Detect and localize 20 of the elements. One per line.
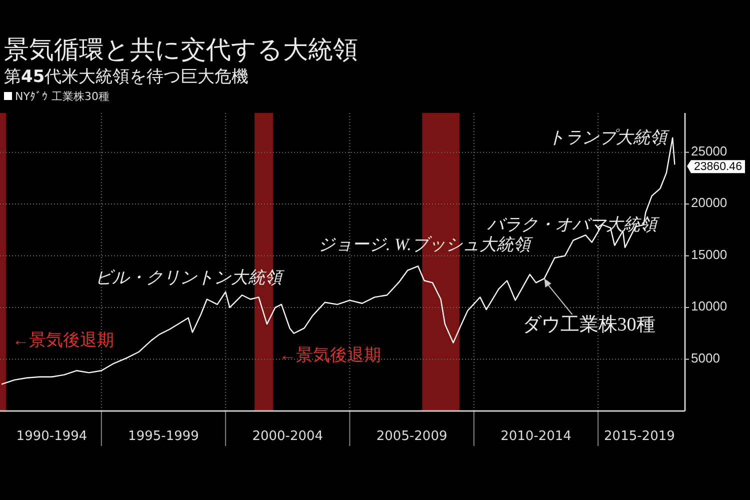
x-tick-label: 2005-2009 [376,429,448,444]
band-label: ←景気後退期 [12,330,114,350]
annotation: バラク・オバマ大統領 [487,215,660,234]
x-tick-label: 2015-2019 [604,429,675,444]
chart-title: 景気循環と共に交代する大統領 [4,36,358,64]
annotation: ダウ工業株30種 [522,314,656,336]
y-tick-label: 10000 [691,298,728,314]
annotation: 23860.46 [694,161,742,174]
y-tick-label: 15000 [691,246,728,262]
chart-subtitle: 第45代米大統領を待つ巨大危機 [4,67,249,87]
x-tick-label: 2010-2014 [500,429,572,444]
band-label: ←景気後退期 [279,345,382,364]
x-tick-label: 2000-2004 [252,429,324,444]
y-tick-label: 20000 [691,195,728,210]
y-tick-label: 25000 [691,143,728,158]
y-tick-label: 5000 [691,350,720,366]
legend-label: NYﾀﾞｳ 工業株30種 [15,90,110,103]
annotation: トランプ大統領 [548,128,670,147]
x-tick-label: 1995-1999 [128,429,199,444]
x-tick-label: 1990-1994 [16,429,88,444]
